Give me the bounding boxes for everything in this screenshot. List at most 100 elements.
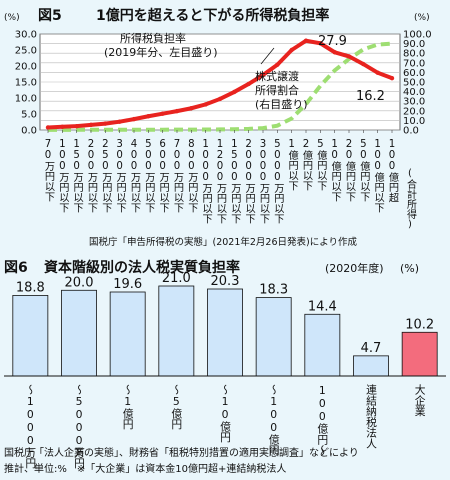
fig6-bar: [401, 331, 438, 377]
fig6-category-label: 〜1億円: [121, 384, 134, 430]
fig6-category-label: 連結納税法人: [365, 383, 378, 449]
fig5-series-stock-share-line: [48, 41, 393, 132]
fig5-x-tick-label: 5億円以下: [315, 139, 327, 192]
fig6-category-label: 〜1000万円: [24, 384, 37, 469]
fig5-x-tick-label: 70万円以下: [43, 139, 55, 203]
fig5-x-tick-label: 800万円以下: [186, 139, 198, 214]
fig5-red-point: [45, 125, 51, 130]
fig5-green-label-line3: (右目盛り): [255, 97, 308, 111]
fig5-label-leader: [260, 47, 275, 65]
fig5-x-tick-label: 5000万円以下: [272, 139, 284, 225]
fig5-x-tick-label: 100万円以下: [57, 139, 69, 214]
fig5-red-point: [289, 47, 294, 53]
fig6-value-label: 4.7: [361, 341, 382, 356]
fig5-red-point: [346, 54, 352, 59]
fig5-left-tick-label: 30.0: [15, 30, 37, 41]
fig5-x-tick-label: 150万円以下: [71, 139, 83, 214]
fig6-footnote-line1: 国税庁「法人企業の実態」、財務省「租税特別措置の適用実態調査」などにより: [4, 446, 359, 459]
fig5-right-tick-labels: 100.090.080.070.060.050.040.030.020.010.…: [403, 30, 432, 137]
fig5-x-tick-label: 10億円以下: [329, 139, 341, 203]
fig5-left-tick-label: 20.0: [15, 62, 37, 73]
fig6-bar: [304, 313, 341, 377]
fig5-right-tick-label: 100.0: [403, 30, 432, 41]
fig5-red-point: [174, 108, 180, 114]
fig5-right-tick-label: 70.0: [403, 58, 425, 69]
fig6-bar: [61, 289, 97, 377]
fig5-red-point: [60, 124, 65, 129]
fig5-red-point: [74, 123, 79, 129]
fig5-last-annotation: 16.2: [356, 89, 385, 104]
fig6-value-label: 18.8: [16, 280, 45, 295]
fig5-red-point: [146, 114, 151, 119]
fig5-x-tick-label: 1200万円以下: [215, 139, 227, 225]
fig6-category-label: 〜5億円: [170, 384, 183, 430]
fig5-left-tick-label: 5.0: [21, 110, 37, 121]
fig6-number: 図6: [4, 260, 28, 276]
fig6-category-label: 〜100億円: [267, 384, 280, 456]
fig5-red-point: [375, 70, 380, 75]
fig5-red-label-line1: 所得税負担率: [120, 31, 186, 45]
fig6-unit: (%): [400, 262, 419, 275]
fig6-bar: [109, 291, 146, 377]
fig5-red-points: [45, 38, 395, 130]
fig5-red-point: [303, 38, 309, 43]
fig6-bar: [353, 355, 389, 377]
fig5-red-point: [217, 96, 223, 102]
fig5-x-tick-label: 2000万円以下: [243, 139, 255, 225]
fig5-x-tick-label: 3000万円以下: [258, 139, 270, 225]
fig5-number: 図5: [38, 8, 62, 24]
fig5-left-unit: (%): [4, 13, 20, 23]
fig5-red-point: [246, 81, 251, 87]
fig5-x-tick-label: 1億円以下: [286, 139, 298, 192]
fig5-right-tick-label: 90.0: [403, 39, 425, 50]
fig6-x-tick-labels: 〜1000万円 〜5000万円 〜1億円 〜5億円 〜10億円 〜100億円 100億円〜 連…: [24, 383, 426, 470]
fig5-gridlines: [39, 33, 401, 131]
fig5-red-point: [160, 111, 165, 116]
fig5-green-label-line1: 株式譲渡: [255, 69, 299, 83]
fig5-x-tick-label: 2億円以下: [301, 139, 313, 192]
fig5-right-tick-label: 60.0: [403, 68, 425, 79]
fig6-value-label: 14.4: [308, 299, 337, 314]
fig5-x-tick-label: 1500万円以下: [229, 139, 241, 225]
fig6-bar: [207, 288, 243, 377]
fig5-x-axis-extra: (合計所得): [405, 168, 417, 230]
fig5-peak-annotation: 27.9: [318, 34, 347, 49]
fig6-category-label: 100億円〜: [316, 384, 329, 455]
fig5-red-label-line2: (2019年分、左目盛り): [104, 45, 218, 59]
fig6-category-label: 〜5000万円: [73, 384, 86, 469]
fig5-x-tick-label: 700万円以下: [172, 139, 184, 214]
fig5-right-tick-label: 10.0: [403, 116, 425, 127]
fig6-value-label: 21.0: [162, 271, 191, 286]
fig5-x-tick-label: 200万円以下: [86, 139, 98, 214]
fig5-x-tick-label: 100億円超: [387, 139, 399, 203]
fig5-x-tick-label: 600万円以下: [157, 139, 169, 214]
fig5-red-point: [389, 75, 395, 81]
fig5-left-tick-label: 0.0: [21, 126, 37, 137]
fig5-green-label-line2: 所得割合: [255, 83, 299, 97]
fig5-red-point: [232, 89, 237, 95]
fig5-x-tick-label: 250万円以下: [100, 139, 112, 214]
fig6-value-label: 18.3: [259, 283, 288, 298]
fig5-right-tick-label: 80.0: [403, 49, 425, 60]
fig5-red-point: [332, 50, 337, 55]
fig5-right-tick-label: 30.0: [403, 97, 425, 108]
fig6-value-label: 10.2: [405, 317, 434, 332]
fig5-source: 国税庁「申告所得税の実態」(2021年2月26日発表)により作成: [89, 236, 358, 248]
fig5-red-point: [189, 106, 194, 111]
fig6-value-label: 20.3: [211, 274, 240, 289]
fig6-bar: [12, 295, 49, 377]
fig5-x-tick-labels: 70万円以下 100万円以下 150万円以下 200万円以下 250万円以下 300万円以…: [43, 130, 417, 230]
fig6-value-label: 20.0: [65, 275, 94, 290]
fig5-x-tick-label: 300万円以下: [114, 139, 126, 214]
fig5-right-tick-label: 20.0: [403, 106, 425, 117]
fig5-title: 1億円を超えると下がる所得税負担率: [96, 7, 329, 24]
fig5-x-tick-label: 400万円以下: [129, 139, 141, 214]
fig6-category-label: 〜10億円: [219, 384, 232, 443]
fig5-red-point: [318, 41, 323, 46]
fig6-bar: [255, 297, 292, 377]
fig6-title-suffix: (2020年度): [325, 261, 384, 275]
fig6-bars: 18.8 20.0 19.6 21.0 20.3 18.3 14.4 4.7 10.2: [12, 271, 438, 377]
fig5-x-tick-label: 1000万円以下: [200, 139, 212, 225]
fig5-red-point: [117, 119, 122, 124]
fig5-right-tick-label: 50.0: [403, 78, 425, 89]
